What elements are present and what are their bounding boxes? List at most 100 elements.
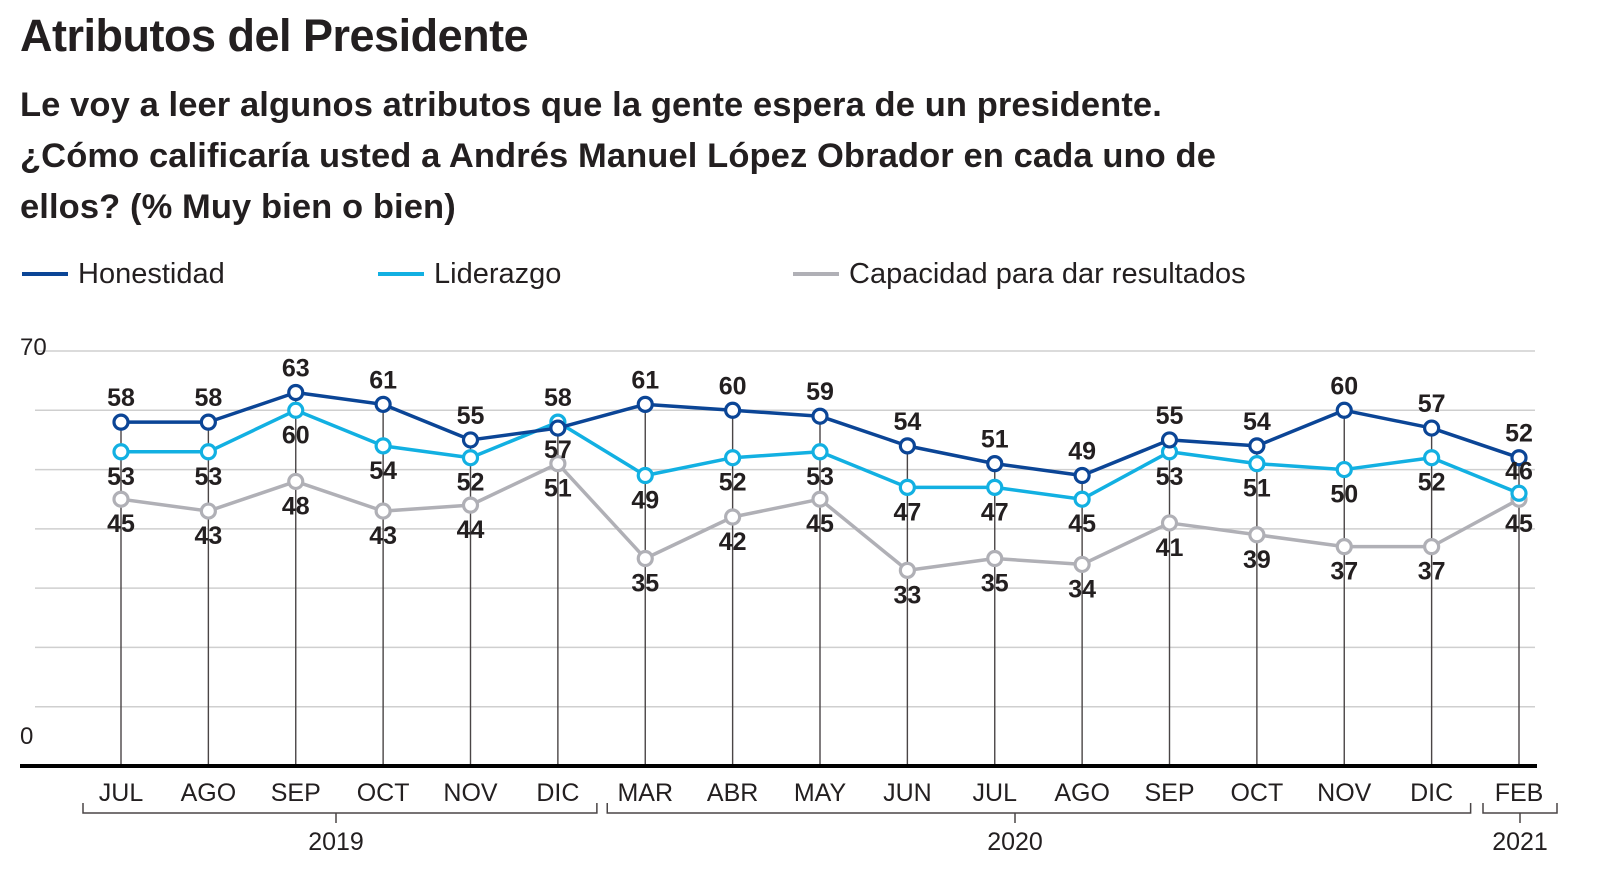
data-point bbox=[1335, 538, 1353, 556]
data-label: 55 bbox=[1156, 402, 1184, 430]
subtitle-line: Le voy a leer algunos atributos que la g… bbox=[20, 86, 1162, 124]
x-tick-label: OCT bbox=[357, 779, 410, 807]
year-bracket-2019: 2019 bbox=[82, 803, 598, 856]
data-point bbox=[898, 437, 916, 455]
series-capacidad bbox=[112, 455, 1528, 579]
legend-item-honestidad: Honestidad bbox=[22, 254, 225, 294]
data-label: 51 bbox=[544, 475, 572, 503]
data-label: 52 bbox=[1418, 469, 1446, 497]
data-point bbox=[374, 502, 392, 520]
subtitle-line: ¿Cómo calificaría usted a Andrés Manuel … bbox=[20, 137, 1217, 175]
data-point bbox=[636, 395, 654, 413]
data-label: 52 bbox=[457, 469, 485, 497]
data-label: 57 bbox=[1418, 390, 1446, 418]
data-point bbox=[374, 437, 392, 455]
x-tick-label: NOV bbox=[1317, 779, 1372, 807]
data-label: 55 bbox=[457, 402, 485, 430]
data-label: 44 bbox=[457, 516, 485, 544]
data-point bbox=[724, 401, 742, 419]
data-label: 41 bbox=[1156, 534, 1184, 562]
x-tick-label: MAR bbox=[617, 779, 673, 807]
data-label: 52 bbox=[1505, 420, 1533, 448]
year-label: 2021 bbox=[1492, 828, 1548, 856]
x-axis-labels: JUL AGO SEP OCT NOV DIC MAR ABR MAY JUN JUL AGO SEP O… bbox=[99, 779, 1544, 807]
data-label: 59 bbox=[806, 378, 834, 406]
data-point bbox=[1073, 490, 1091, 508]
year-brackets: 2019 2020 2021 bbox=[82, 803, 1558, 856]
data-label: 42 bbox=[719, 528, 747, 556]
data-label: 49 bbox=[631, 487, 659, 515]
legend-swatch-liderazgo bbox=[378, 272, 424, 276]
data-label: 47 bbox=[981, 498, 1009, 526]
data-label: 39 bbox=[1243, 546, 1271, 574]
data-point bbox=[549, 419, 567, 437]
data-point bbox=[636, 466, 654, 485]
year-bracket-2021: 2021 bbox=[1482, 803, 1558, 856]
data-point bbox=[374, 395, 392, 413]
data-point bbox=[986, 478, 1004, 496]
data-point bbox=[724, 449, 742, 467]
data-point bbox=[986, 455, 1004, 473]
data-point bbox=[461, 449, 480, 467]
data-label: 51 bbox=[1243, 475, 1271, 503]
legend-item-liderazgo: Liderazgo bbox=[378, 254, 561, 294]
data-label: 33 bbox=[893, 581, 921, 609]
data-point bbox=[199, 413, 217, 431]
series-lines bbox=[112, 383, 1528, 579]
data-point bbox=[112, 443, 130, 461]
data-point bbox=[1248, 526, 1266, 544]
data-point bbox=[199, 443, 217, 461]
data-point bbox=[898, 561, 916, 579]
data-point bbox=[112, 490, 130, 508]
data-point bbox=[199, 502, 217, 520]
data-point bbox=[1335, 401, 1353, 419]
data-label: 34 bbox=[1068, 575, 1096, 603]
x-tick-label: JUN bbox=[883, 779, 932, 807]
data-point bbox=[461, 431, 480, 449]
data-label: 61 bbox=[369, 366, 397, 394]
data-label: 54 bbox=[893, 408, 921, 436]
data-label: 53 bbox=[194, 463, 222, 491]
data-label: 58 bbox=[544, 384, 572, 412]
data-point bbox=[549, 455, 567, 473]
x-tick-label: SEP bbox=[1144, 779, 1194, 807]
x-tick-label: JUL bbox=[99, 779, 144, 807]
data-label: 61 bbox=[631, 366, 659, 394]
data-point bbox=[636, 549, 654, 568]
x-tick-label: DIC bbox=[1410, 779, 1453, 807]
data-label: 45 bbox=[107, 510, 135, 538]
bracket-line bbox=[82, 803, 598, 814]
data-label: 43 bbox=[369, 522, 397, 550]
data-label: 43 bbox=[194, 522, 222, 550]
data-label: 53 bbox=[107, 463, 135, 491]
drop-lines bbox=[120, 392, 1520, 766]
data-point bbox=[1423, 449, 1441, 467]
data-point bbox=[811, 443, 829, 461]
data-label: 53 bbox=[806, 463, 834, 491]
legend-label-liderazgo: Liderazgo bbox=[434, 257, 562, 290]
data-point bbox=[1510, 449, 1528, 467]
y-tick-label: 70 bbox=[20, 334, 47, 361]
x-tick-label: ABR bbox=[707, 779, 758, 807]
data-point bbox=[811, 490, 829, 508]
series-liderazgo bbox=[112, 401, 1528, 508]
data-point bbox=[986, 549, 1004, 568]
data-label: 51 bbox=[981, 426, 1009, 454]
data-point bbox=[724, 508, 742, 526]
data-point bbox=[287, 383, 305, 402]
data-label: 37 bbox=[1330, 558, 1358, 586]
data-label: 60 bbox=[282, 421, 310, 449]
data-label: 45 bbox=[1068, 510, 1096, 538]
gridlines bbox=[35, 350, 1535, 708]
data-point bbox=[898, 478, 916, 496]
subtitle-line: ellos? (% Muy bien o bien) bbox=[20, 188, 456, 226]
data-label: 54 bbox=[369, 457, 397, 485]
data-label: 58 bbox=[107, 384, 135, 412]
data-point bbox=[1248, 437, 1266, 455]
data-label: 37 bbox=[1418, 558, 1446, 586]
data-label: 52 bbox=[719, 469, 747, 497]
data-point bbox=[1073, 466, 1091, 485]
bracket-line bbox=[606, 803, 1472, 814]
x-tick-label: DIC bbox=[536, 779, 579, 807]
